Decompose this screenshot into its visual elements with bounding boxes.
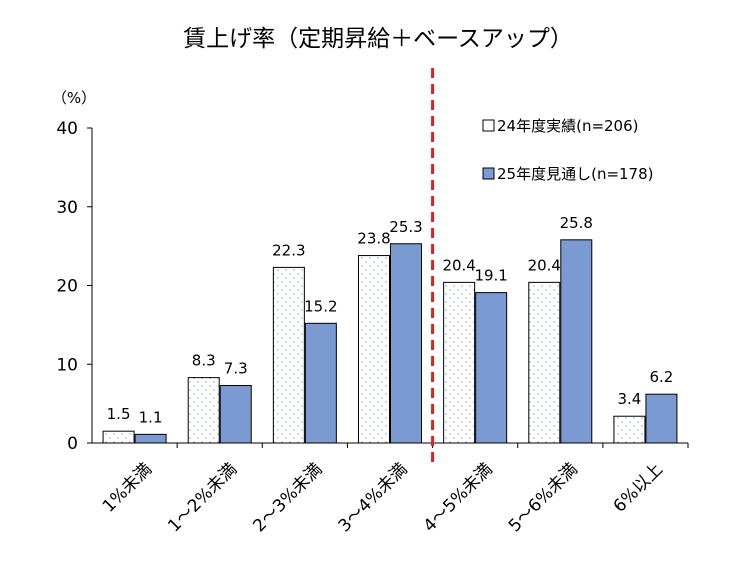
x-category-label: 6%以上 — [610, 459, 667, 516]
bar-24-actual — [613, 415, 646, 444]
bar-25-forecast — [475, 292, 508, 444]
bar-25-forecast — [560, 239, 593, 444]
y-tick-label: 0 — [67, 434, 78, 454]
data-label: 6.2 — [649, 368, 673, 386]
legend-label: 25年度見通し(n=178) — [497, 165, 654, 183]
data-label: 22.3 — [272, 241, 305, 259]
x-category-label: 1～2%未満 — [164, 459, 241, 536]
bar-25-forecast — [219, 385, 252, 444]
bar-24-actual — [102, 430, 135, 444]
bar-24-actual — [272, 266, 305, 444]
x-category-label: 1%未満 — [99, 459, 156, 516]
bar-25-forecast — [304, 322, 337, 444]
data-label: 8.3 — [192, 352, 216, 370]
x-category-label: 5～6%未満 — [505, 459, 582, 536]
bar-25-forecast — [134, 433, 167, 444]
data-label: 15.2 — [304, 297, 337, 315]
chart-title: 賃上げ率（定期昇給＋ベースアップ） — [183, 26, 573, 52]
data-label: 20.4 — [528, 256, 561, 274]
data-label: 25.3 — [389, 218, 422, 236]
data-label: 1.5 — [107, 405, 131, 423]
x-category-label: 3～4%未満 — [335, 459, 412, 536]
data-label: 20.4 — [442, 256, 475, 274]
data-label: 3.4 — [617, 390, 641, 408]
bar-24-actual — [187, 377, 220, 444]
bar-25-forecast — [390, 243, 422, 444]
data-label: 7.3 — [224, 360, 248, 378]
data-label: 23.8 — [357, 230, 390, 248]
data-label: 19.1 — [474, 267, 507, 285]
data-label: 25.8 — [560, 214, 593, 232]
y-axis-unit: （%） — [52, 89, 96, 107]
y-tick-label: 30 — [56, 198, 78, 218]
bar-24-actual — [443, 281, 476, 444]
y-tick-label: 20 — [56, 277, 78, 297]
legend-label: 24年度実績(n=206) — [497, 117, 639, 135]
data-label: 1.1 — [139, 408, 163, 426]
y-tick-label: 40 — [56, 119, 78, 139]
x-category-label: 2～3%未満 — [249, 459, 326, 536]
legend-swatch-24 — [482, 119, 495, 132]
y-tick-label: 10 — [56, 355, 78, 375]
legend-swatch-25 — [482, 167, 495, 180]
bar-25-forecast — [645, 393, 678, 444]
x-category-label: 4～5%未満 — [420, 459, 497, 536]
bar-24-actual — [358, 255, 390, 444]
bar-24-actual — [528, 281, 561, 444]
